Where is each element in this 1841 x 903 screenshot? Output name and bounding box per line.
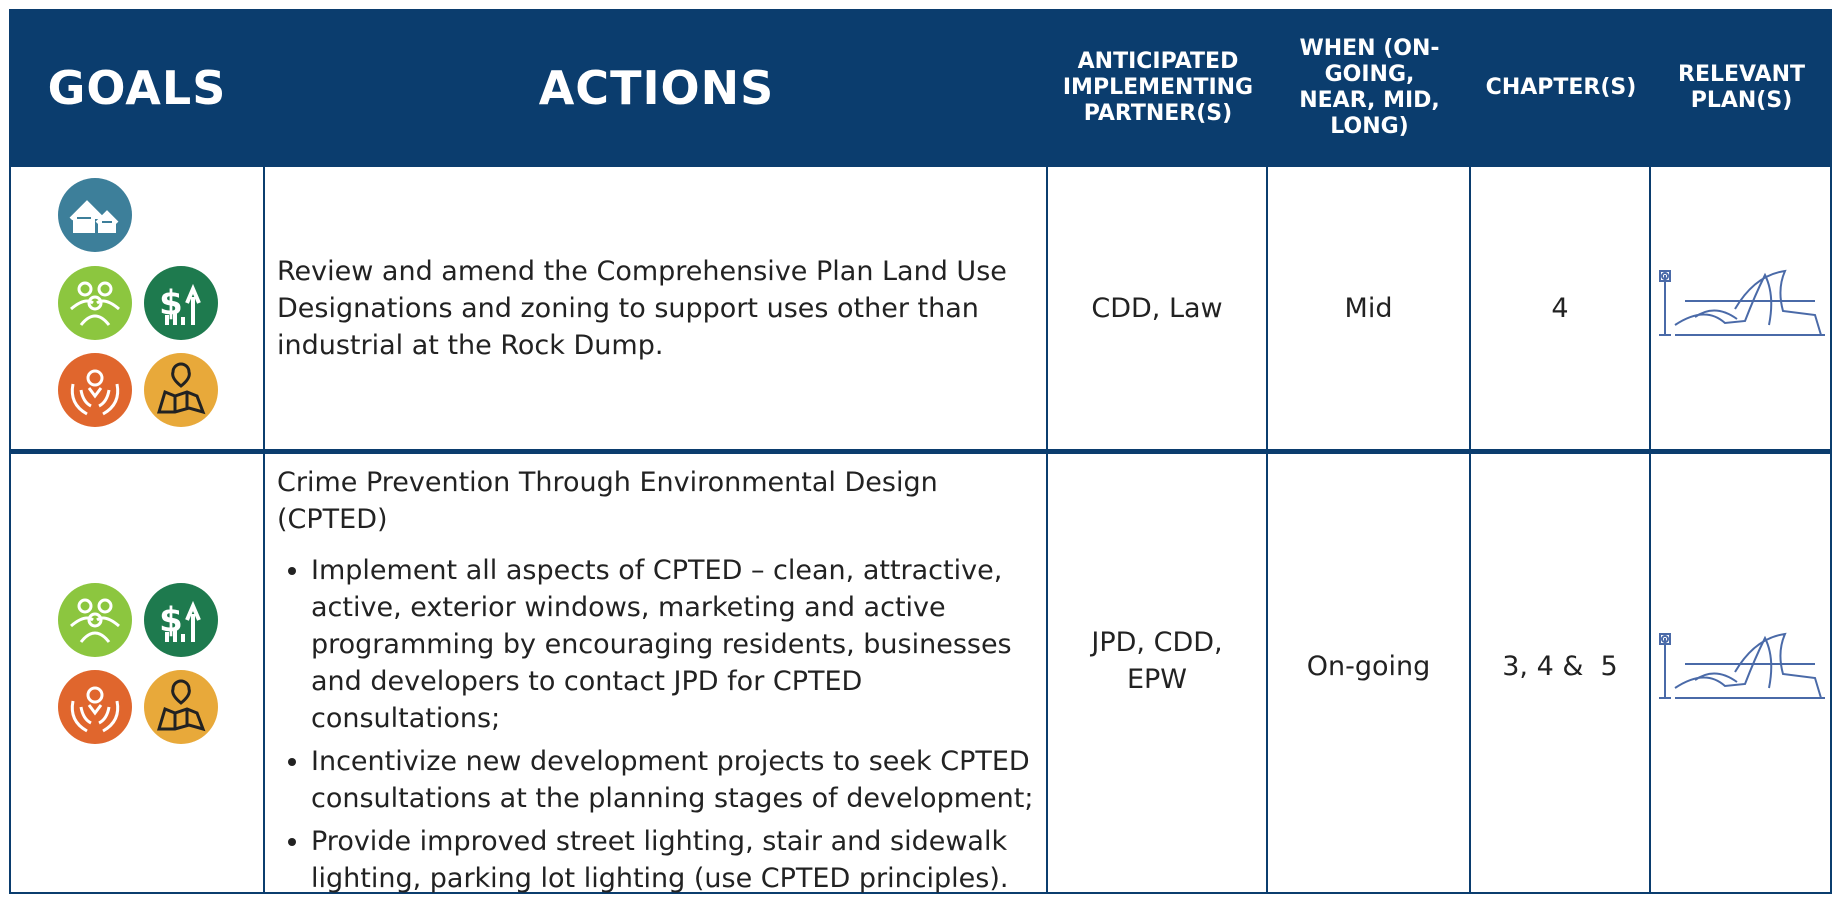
action-item: Implement all aspects of CPTED – clean, … xyxy=(311,552,1034,737)
action-item: Provide improved street lighting, stair … xyxy=(311,823,1034,897)
action-cell: Review and amend the Comprehensive Plan … xyxy=(265,167,1048,451)
when-cell: On-going xyxy=(1268,454,1471,894)
action-list: Implement all aspects of CPTED – clean, … xyxy=(277,552,1034,897)
chapters-cell: 3, 4 & 5 xyxy=(1471,454,1651,894)
action-body: Crime Prevention Through Environmental D… xyxy=(277,464,1034,903)
goals-cell xyxy=(9,454,265,894)
action-item: Incentivize new development projects to … xyxy=(311,743,1034,817)
col-header: ANTICIPATED IMPLEMENTING PARTNER(S) xyxy=(1048,9,1268,167)
col-header: CHAPTER(S) xyxy=(1471,9,1651,167)
goals-cell xyxy=(9,167,265,451)
chapters-cell: 4 xyxy=(1471,167,1651,451)
col-header: ACTIONS xyxy=(265,9,1048,167)
plan-cell xyxy=(1651,454,1832,894)
action-cell: Crime Prevention Through Environmental D… xyxy=(265,454,1048,894)
partners-cell: JPD, CDD, EPW xyxy=(1048,454,1268,894)
col-header: GOALS xyxy=(9,9,265,167)
plan-cell xyxy=(1651,167,1832,451)
partners-cell: CDD, Law xyxy=(1048,167,1268,451)
action-title: Crime Prevention Through Environmental D… xyxy=(277,467,938,535)
col-header: RELEVANT PLAN(S) xyxy=(1651,9,1832,167)
when-cell: Mid xyxy=(1268,167,1471,451)
row-divider xyxy=(9,449,1832,454)
col-header: WHEN (ON-GOING, NEAR, MID, LONG) xyxy=(1268,9,1471,167)
